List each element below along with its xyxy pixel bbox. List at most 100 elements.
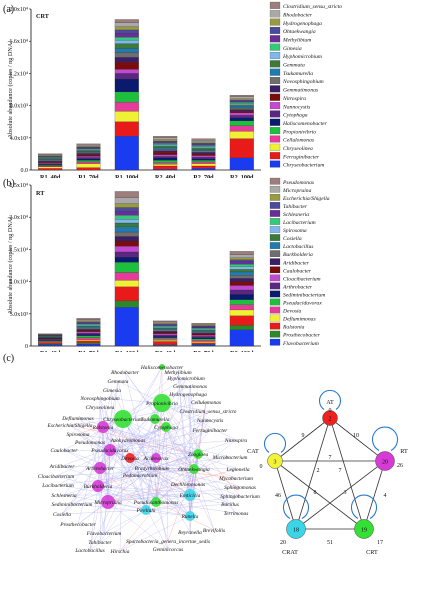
legend-entry: Nitrospira: [282, 96, 306, 102]
y-tick-label: 1.2x10⁴: [9, 71, 28, 77]
bar-segment-methylibium: [191, 144, 216, 146]
bar-segment-clostridium-sensu-stricto: [153, 136, 178, 138]
group-self-loop-label: 20: [280, 540, 286, 546]
network-node-emticicia: [184, 489, 196, 501]
bar-segment-spirosoma: [114, 219, 139, 224]
bar-segment-escherichia-shigella: [76, 320, 101, 322]
network-label-pseudaciduvorax: Pseudaciduvorax: [90, 448, 129, 454]
network-edge: [111, 389, 153, 469]
bar-segment-gemmatimonas: [191, 152, 216, 154]
legend-swatch: [269, 26, 281, 34]
bar-segment-rhodobacter: [191, 140, 216, 142]
y-axis-title: Absolute abundance (copies / ng DNA): [7, 41, 14, 139]
network-label-escherichia-shigella: Escherichia/Shigella: [47, 423, 93, 429]
bar-segment-caulobacter: [191, 333, 216, 336]
network-label-tahibacter: Tahibacter: [88, 540, 112, 546]
legend-entry: Ferruginibacter: [282, 154, 320, 160]
legend-swatch: [269, 194, 281, 201]
bar-segment-cellulomonas: [153, 162, 178, 165]
bar-segment-chryseobacterium: [191, 168, 216, 171]
legend-swatch: [269, 177, 281, 185]
chart-a-tag: CRT: [36, 13, 50, 20]
bar-segment-nitrospira: [191, 153, 216, 156]
bar-segment-rhodobacter: [229, 96, 254, 99]
bar-segment-haliscomenobacter: [38, 164, 63, 166]
network-label-devosia: Devosia: [120, 456, 139, 462]
group-self-loop-label: 17: [377, 540, 383, 546]
bar-segment-cytophaga: [229, 115, 254, 118]
bar-segment-cytophaga: [76, 157, 101, 159]
network-edge: [97, 439, 237, 487]
network-label-runella: Runella: [181, 514, 199, 520]
bar-segment-ralstonia: [38, 342, 63, 345]
bar-segment-hyphomicrobium: [114, 40, 139, 44]
network-edge: [102, 426, 109, 503]
bar-segment-aridibacter: [114, 236, 139, 242]
bar-segment-haliscomenobacter: [229, 117, 254, 121]
network-label-terrimonas: Terrimonas: [224, 511, 249, 517]
network-edge: [129, 457, 195, 470]
network-diagram: HaliscomenobacterMethylibiumHyphomicrobi…: [38, 364, 408, 556]
bar-segment-cellulomonas: [229, 125, 254, 132]
bar-segment-tsukamurella: [153, 147, 178, 150]
bar-segment-ohtaekwangia: [114, 29, 139, 34]
bar-segment-gemmata: [191, 147, 216, 150]
legend-swatch: [269, 93, 281, 101]
network-label-ferruginibacter: Ferruginibacter: [192, 428, 229, 434]
group-edge: [329, 417, 386, 462]
legend-entry: Schlesneria: [283, 212, 309, 218]
network-node-acidovorax: [151, 453, 161, 463]
bar-segment-flavobacterium: [38, 344, 63, 347]
legend-swatch: [269, 290, 281, 298]
panel-c-label: (c): [3, 353, 15, 364]
y-tick-label: 5.0x10³: [10, 312, 29, 318]
bar-segment-flavobacterium: [229, 329, 254, 347]
bar-segment-gimesia: [153, 143, 178, 145]
bar-segment-propionivibrio: [153, 160, 178, 163]
group-label: CAT: [247, 448, 259, 455]
network-label-gemmatimonas: Gemmatimonas: [173, 384, 207, 390]
bar-segment-arthrobacter: [76, 333, 101, 335]
legend-entry: Cosiella: [283, 236, 302, 242]
bar-segment-devosia: [191, 340, 216, 342]
network-edge: [103, 509, 147, 534]
network-label-cloacibacterium: Cloacibacterium: [38, 474, 74, 480]
bar-segment-escherichia-shigella: [191, 324, 216, 327]
bar-segment-nannocystis: [153, 154, 178, 157]
network-edge: [139, 474, 147, 511]
network-label-aridibacter: Aridibacter: [49, 464, 76, 470]
bar-segment-aridibacter: [76, 329, 101, 331]
network-edge: [155, 501, 237, 514]
legend-swatch: [269, 242, 281, 249]
network-edge: [97, 419, 211, 487]
bar-segment-lacibacterium: [76, 323, 101, 325]
network-edge: [167, 468, 195, 542]
bar-segment-micropruina: [114, 197, 139, 204]
network-label-hyphomicrobium: Hyphomicrobium: [166, 376, 205, 382]
bar-segment-cloacibacterium: [114, 246, 139, 253]
bar-segment-chryseolinea: [229, 131, 254, 139]
network-edge: [99, 406, 153, 469]
group-self-loop-label: 0: [329, 408, 332, 414]
network-node-tsukamurella: [150, 414, 160, 424]
network-node-runella: [185, 511, 195, 521]
bar-segment-novosphingobium: [38, 160, 63, 162]
network-edge: [145, 439, 237, 511]
bar-segment-cloacibacterium: [229, 285, 254, 291]
group-node-cat: [267, 453, 283, 469]
bar-segment-micropruina: [229, 254, 254, 258]
legend-entry: Lacibacterium: [282, 220, 316, 226]
bar-segment-ralstonia: [153, 341, 178, 345]
network-edge: [189, 453, 199, 496]
legend-entry: Rhodobacter: [282, 12, 313, 18]
legend-swatch: [269, 51, 281, 59]
network-edge: [145, 457, 157, 511]
legend-entry: Pseudaciduvorax: [282, 301, 322, 307]
bar-segment-novosphingobium: [114, 52, 139, 58]
network-label-sphingobacterium: Sphingobacterium: [220, 494, 260, 500]
network-label-schlesneria: Schlesneria: [51, 493, 76, 499]
legend-entry: Arthrobacter: [282, 284, 313, 290]
bar-segment-haliscomenobacter: [153, 157, 178, 161]
bar-segment-ferruginibacter: [229, 138, 254, 159]
bar-segment-ohtaekwangia: [229, 99, 254, 102]
